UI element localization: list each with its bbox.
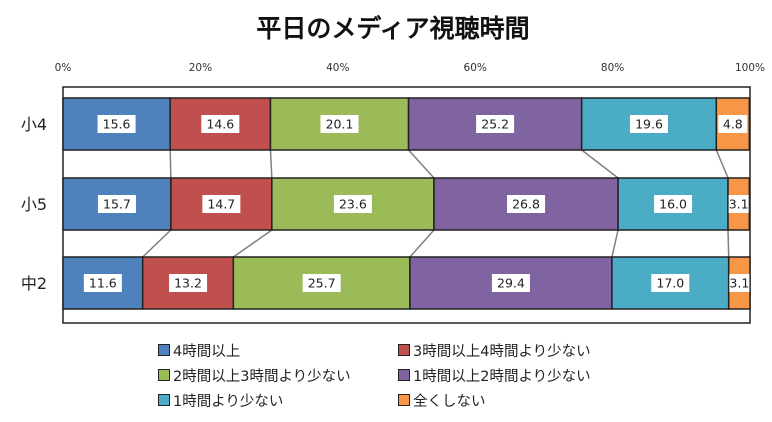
data-label-bg — [333, 195, 372, 213]
data-label-bg — [729, 274, 750, 292]
legend-item: 1時間以上2時間より少ない — [398, 365, 678, 385]
legend: 4時間以上 3時間以上4時間より少ない 2時間以上3時間より少ない 1時間以上2時間よ… — [158, 340, 678, 410]
category-label: 小5 — [21, 195, 47, 214]
legend-item: 4時間以上 — [158, 340, 398, 360]
data-label-bg — [169, 274, 208, 292]
data-label: 19.6 — [635, 117, 663, 132]
data-label: 4.8 — [723, 117, 743, 132]
series-line — [232, 229, 273, 258]
legend-swatch — [398, 369, 410, 381]
category-label: 中2 — [21, 274, 47, 293]
x-tick-label: 100% — [735, 62, 765, 74]
category-label: 小4 — [21, 115, 47, 134]
series-line — [269, 149, 273, 179]
legend-item: 全くしない — [398, 390, 678, 410]
legend-label: 全くしない — [413, 393, 486, 410]
legend-label: 2時間以上3時間より少ない — [173, 368, 351, 385]
data-label-bg — [97, 115, 136, 133]
data-label-bg — [97, 195, 136, 213]
data-label: 11.6 — [89, 276, 117, 291]
data-label: 26.8 — [512, 197, 540, 212]
series-line — [727, 229, 730, 258]
data-label: 15.6 — [103, 117, 131, 132]
data-label: 13.2 — [174, 276, 202, 291]
data-label: 25.2 — [481, 117, 509, 132]
data-label: 3.1 — [729, 276, 749, 291]
series-line — [408, 149, 435, 179]
legend-swatch — [158, 394, 170, 406]
data-label-bg — [630, 115, 669, 133]
legend-item: 3時間以上4時間より少ない — [398, 340, 678, 360]
data-label: 14.6 — [206, 117, 234, 132]
data-label: 23.6 — [339, 197, 367, 212]
legend-swatch — [398, 344, 410, 356]
data-label: 14.7 — [207, 197, 235, 212]
legend-swatch — [158, 369, 170, 381]
data-label: 17.0 — [656, 276, 684, 291]
data-label: 29.4 — [497, 276, 525, 291]
data-label-bg — [201, 115, 240, 133]
legend-label: 4時間以上 — [173, 343, 241, 360]
data-label-bg — [507, 195, 546, 213]
legend-swatch — [158, 344, 170, 356]
data-label-bg — [654, 195, 693, 213]
legend-swatch — [398, 394, 410, 406]
legend-label: 1時間より少ない — [173, 393, 284, 410]
data-label-bg — [320, 115, 359, 133]
x-tick-label: 20% — [189, 62, 212, 74]
x-tick-label: 60% — [464, 62, 487, 74]
series-line — [715, 149, 729, 179]
x-tick-label: 80% — [601, 62, 624, 74]
x-axis-ticks: 0% 20% 40% 60% 80% 100% — [55, 62, 765, 74]
series-line — [409, 229, 435, 258]
data-label: 3.1 — [729, 197, 749, 212]
data-label-bg — [718, 115, 748, 133]
legend-item: 1時間より少ない — [158, 390, 398, 410]
series-line — [581, 149, 619, 179]
series-line — [169, 149, 172, 179]
data-label: 15.7 — [103, 197, 131, 212]
data-label-bg — [728, 195, 749, 213]
data-label: 20.1 — [326, 117, 354, 132]
data-label-bg — [302, 274, 341, 292]
data-label: 16.0 — [659, 197, 687, 212]
legend-item: 2時間以上3時間より少ない — [158, 365, 398, 385]
plot-area: 小4 15.6 14.6 20.1 25.2 19.6 4.8 小5 15.7 14.7 23.6 2… — [21, 86, 751, 324]
x-tick-label: 0% — [55, 62, 72, 74]
data-label-bg — [491, 274, 530, 292]
legend-label: 3時間以上4時間より少ない — [413, 343, 591, 360]
chart-title: 平日のメディア視聴時間 — [256, 14, 529, 43]
data-label: 25.7 — [308, 276, 336, 291]
x-tick-label: 40% — [326, 62, 349, 74]
series-line — [142, 229, 172, 258]
data-label-bg — [202, 195, 241, 213]
data-label-bg — [476, 115, 515, 133]
series-line — [611, 229, 619, 258]
stacked-bar-chart: 平日のメディア視聴時間 0% 20% 40% 60% 80% 100% 小4 15.6 14.… — [21, 14, 765, 324]
data-label-bg — [83, 274, 122, 292]
legend-label: 1時間以上2時間より少ない — [413, 368, 591, 385]
data-label-bg — [651, 274, 690, 292]
